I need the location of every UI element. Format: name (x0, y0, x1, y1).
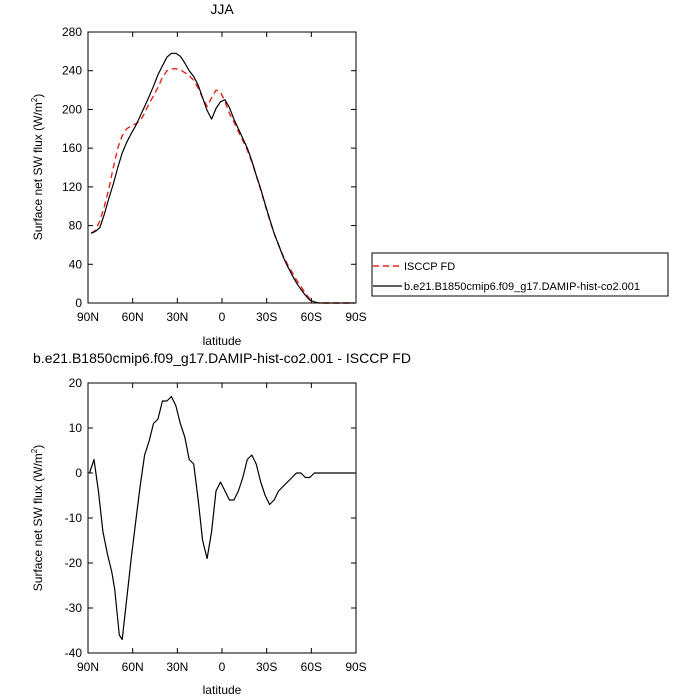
top-xtick-label: 60S (301, 310, 322, 324)
top-plot-frame (87, 31, 357, 304)
bottom-xtick-label: 30S (256, 660, 277, 674)
top-title: JJA (210, 1, 234, 17)
top-yaxis-label-tail: ) (31, 94, 45, 98)
top-yaxis-label-sup: 2 (30, 97, 39, 102)
top-ytick-label: 120 (62, 180, 82, 194)
bottom-yaxis-label-tail: ) (31, 445, 45, 449)
top-ytick-label: 40 (69, 257, 83, 271)
top-ytick-label: 200 (62, 102, 82, 116)
top-xtick-label: 0 (219, 310, 226, 324)
top-ytick-label: 80 (69, 219, 83, 233)
top-xaxis-label: latitude (203, 334, 242, 348)
bottom-ytick-label: 20 (69, 376, 83, 390)
legend: ISCCP FD b.e21.B1850cmip6.f09_g17.DAMIP-… (371, 252, 669, 297)
bottom-ytick-labels: -40 -30 -20 -10 0 10 20 (65, 376, 83, 660)
top-ytick-label: 240 (62, 64, 82, 78)
bottom-xtick-labels: 90N 60N 30N 0 30S 60S 90S (77, 660, 367, 674)
top-xtick-label: 30N (166, 310, 188, 324)
bottom-ytick-label: -40 (65, 646, 83, 660)
bottom-ytick-label: -20 (65, 556, 83, 570)
bottom-series-group (88, 395, 355, 641)
bottom-xtick-label: 60S (301, 660, 322, 674)
top-xtick-label: 30S (256, 310, 277, 324)
bottom-ytick-label: 10 (69, 421, 83, 435)
top-xtick-label: 90N (77, 310, 99, 324)
bottom-ytick-label: -10 (65, 511, 83, 525)
top-ytick-labels: 0 40 80 120 160 200 240 280 (62, 25, 82, 310)
top-xtick-labels: 90N 60N 30N 0 30S 60S 90S (77, 310, 367, 324)
legend-box (371, 252, 669, 297)
bottom-yaxis-label: Surface net SW flux (W/m2) (30, 445, 45, 591)
top-series-line-isccp (90, 68, 355, 304)
top-yaxis-label: Surface net SW flux (W/m2) (30, 94, 45, 240)
bottom-xtick-label: 0 (219, 660, 226, 674)
bottom-ytick-label: -30 (65, 601, 83, 615)
legend-label-isccp: ISCCP FD (404, 261, 455, 273)
bottom-title: b.e21.B1850cmip6.f09_g17.DAMIP-hist-co2.… (33, 350, 411, 366)
top-ytick-label: 0 (75, 296, 82, 310)
top-ytick-label: 280 (62, 25, 82, 39)
bottom-yaxis-label-main: Surface net SW flux (W/m (31, 453, 45, 591)
bottom-yaxis-label-sup: 2 (30, 448, 39, 453)
top-xtick-label: 90S (345, 310, 366, 324)
bottom-xtick-label: 90S (345, 660, 366, 674)
top-series-group (90, 52, 355, 304)
legend-label-model: b.e21.B1850cmip6.f09_g17.DAMIP-hist-co2.… (404, 281, 640, 293)
bottom-gridlines (87, 382, 357, 654)
top-series-line-model (90, 52, 355, 304)
top-xtick-label: 60N (122, 310, 144, 324)
panel-bottom: b.e21.B1850cmip6.f09_g17.DAMIP-hist-co2.… (30, 350, 411, 697)
bottom-xaxis-label: latitude (203, 683, 242, 697)
top-gridlines (87, 31, 357, 304)
bottom-series-line-model (88, 395, 355, 641)
bottom-xtick-label: 30N (166, 660, 188, 674)
panel-top: JJA 0 40 80 120 160 200 240 280 90N 60N 30N 0 30S 60… (30, 1, 669, 348)
bottom-xtick-label: 90N (77, 660, 99, 674)
bottom-plot-frame (87, 382, 357, 654)
top-ytick-label: 160 (62, 141, 82, 155)
top-yaxis-label-main: Surface net SW flux (W/m (31, 102, 45, 240)
bottom-ytick-label: 0 (75, 466, 82, 480)
bottom-xtick-label: 60N (122, 660, 144, 674)
